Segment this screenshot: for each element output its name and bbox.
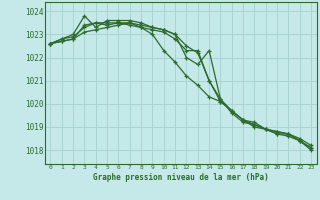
X-axis label: Graphe pression niveau de la mer (hPa): Graphe pression niveau de la mer (hPa) bbox=[93, 173, 269, 182]
